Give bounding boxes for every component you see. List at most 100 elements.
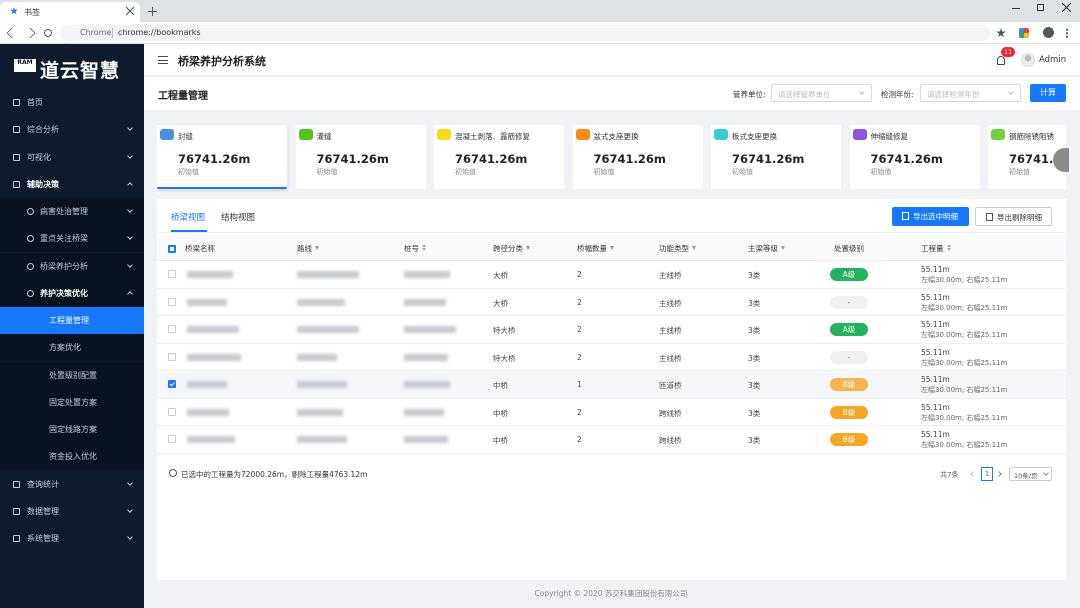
avatar[interactable] bbox=[1021, 53, 1035, 67]
select-year[interactable]: 请选择检测年份 bbox=[920, 84, 1021, 102]
table-row[interactable]: 中桥 1 匝道桥 3类 B级 55.11m 左幅30.00m; 右幅25.11m bbox=[157, 371, 1066, 399]
stat-card[interactable]: 板式支座更换 76741.26m 初始值 bbox=[711, 125, 841, 189]
tab-close[interactable] bbox=[126, 7, 134, 15]
row-checkbox[interactable] bbox=[168, 352, 176, 361]
menu-item[interactable]: 固定线路方案 bbox=[0, 416, 144, 443]
menu-label: 系统管理 bbox=[27, 534, 59, 543]
chevron-icon bbox=[859, 89, 865, 95]
table-row[interactable]: 特大桥 2 主线桥 3类 - 55.11m 左幅30.00m; 右幅25.11m bbox=[157, 344, 1066, 371]
logo-text: 道云智慧 bbox=[40, 60, 121, 82]
menu-item[interactable]: 方案优化 bbox=[0, 334, 144, 362]
menu-item[interactable]: 查询统计 bbox=[0, 471, 144, 498]
view-tab[interactable]: 桥梁视图 bbox=[171, 213, 206, 223]
card-icon bbox=[437, 129, 451, 140]
table-row[interactable]: 特大桥 2 主线桥 3类 A级 55.11m 左幅30.00m; 右幅25.11m bbox=[157, 316, 1066, 344]
menu-item[interactable]: 数据管理 bbox=[0, 498, 144, 525]
level-tag[interactable]: A级 bbox=[830, 323, 868, 336]
column-header[interactable]: 功能类型 bbox=[659, 243, 696, 254]
menu-item[interactable]: 资金投入优化 bbox=[0, 443, 144, 471]
copyright: Copyright © 2020 苏交科集团股份有限公司 bbox=[534, 589, 688, 598]
omnibox-url: chrome://bookmarks bbox=[118, 28, 201, 37]
card-value: 76741.26m bbox=[732, 152, 805, 166]
select-unit[interactable]: 请选择管养单位 bbox=[771, 84, 872, 102]
bell-icon[interactable] bbox=[997, 56, 1005, 65]
row-checkbox[interactable] bbox=[168, 270, 176, 278]
row-checkbox[interactable] bbox=[168, 380, 176, 388]
row-checkbox[interactable] bbox=[168, 435, 176, 443]
level-tag[interactable]: B级 bbox=[830, 433, 868, 446]
page-prev[interactable] bbox=[970, 471, 976, 477]
extension-icon[interactable] bbox=[1019, 28, 1029, 38]
nav-reload[interactable] bbox=[44, 29, 52, 37]
table-row[interactable]: 大桥 2 主线桥 3类 - 55.11m 左幅30.00m; 右幅25.11m bbox=[157, 289, 1066, 316]
stat-card[interactable]: 灌缝 76741.26m 初始值 bbox=[295, 125, 426, 189]
card-caption: 初始值 bbox=[316, 168, 338, 176]
row-checkbox[interactable] bbox=[168, 407, 176, 416]
column-header[interactable]: 桥幅数量 bbox=[577, 243, 614, 254]
menu-item[interactable]: 重点关注桥梁 bbox=[0, 225, 144, 253]
cell-text: 1 bbox=[577, 380, 582, 389]
menu-label: 辅助决策 bbox=[27, 179, 59, 189]
card-scroll-button[interactable] bbox=[1053, 148, 1069, 172]
new-tab-button[interactable] bbox=[148, 7, 157, 16]
page-size-select[interactable]: 10条/页 bbox=[1009, 467, 1052, 481]
profile-icon[interactable] bbox=[1043, 27, 1054, 38]
menu-item[interactable]: 首页 bbox=[0, 89, 144, 116]
menu-item[interactable]: 处置级别配置 bbox=[0, 361, 144, 389]
omnibox[interactable]: Chrome chrome://bookmarks bbox=[60, 25, 990, 41]
stat-card[interactable]: 盆式支座更换 76741.26m 初始值 bbox=[572, 125, 703, 189]
menu-item[interactable]: 固定处置方案 bbox=[0, 388, 144, 416]
cell-detail: 左幅30.00m; 右幅25.11m bbox=[921, 413, 1008, 422]
compute-button[interactable]: 计算 bbox=[1030, 84, 1066, 102]
export-button[interactable]: 导出剔除明细 bbox=[975, 207, 1052, 226]
level-tag[interactable]: B级 bbox=[830, 405, 868, 419]
menu-item[interactable]: 辅助决策 bbox=[0, 171, 144, 198]
menu-item[interactable]: 养护决策优化 bbox=[0, 279, 144, 307]
cell-text: 3类 bbox=[748, 271, 761, 280]
browser-tab[interactable]: 书签 bbox=[0, 2, 140, 22]
window-maximize[interactable] bbox=[1037, 4, 1044, 11]
window-minimize[interactable] bbox=[1012, 8, 1020, 9]
menu-item[interactable]: 系统管理 bbox=[0, 525, 144, 552]
menu-item[interactable]: 工程量管理 bbox=[0, 307, 144, 334]
export-button[interactable]: 导出选中明细 bbox=[892, 207, 969, 226]
table-row[interactable]: 中桥 2 跨线桥 3类 B级 55.11m 左幅30.00m; 右幅25.11m bbox=[157, 399, 1066, 426]
stat-card[interactable]: 混凝土剥落、露筋修复 76741.26m 初始值 bbox=[434, 125, 564, 189]
omnibox-prefix: Chrome bbox=[80, 28, 112, 37]
level-tag[interactable]: - bbox=[830, 350, 868, 364]
menu-toggle[interactable] bbox=[158, 56, 168, 64]
blurred-text bbox=[187, 353, 241, 361]
stat-card[interactable]: 伸缩缝修复 76741.26m 初始值 bbox=[849, 125, 980, 189]
column-header[interactable]: 桩号 bbox=[404, 243, 427, 254]
view-tab[interactable]: 结构视图 bbox=[221, 213, 256, 223]
window-close[interactable] bbox=[1062, 3, 1071, 12]
table-row[interactable]: 大桥 2 主线桥 3类 A级 55.11m 左幅30.00m; 右幅25.11m bbox=[157, 261, 1066, 289]
page-current[interactable]: 1 bbox=[981, 467, 993, 481]
row-checkbox[interactable] bbox=[168, 325, 176, 333]
table-row[interactable]: 中桥 2 跨线桥 3类 B级 55.11m 左幅30.00m; 右幅25.11m bbox=[157, 426, 1066, 454]
menu-label: 首页 bbox=[27, 98, 43, 107]
column-header[interactable]: 工程量 bbox=[921, 243, 952, 254]
row-checkbox[interactable] bbox=[168, 297, 176, 306]
menu-icon bbox=[27, 289, 34, 297]
level-tag[interactable]: B级 bbox=[830, 378, 868, 391]
menu-item[interactable]: 桥梁养护分析 bbox=[0, 252, 144, 280]
cell-detail: 左幅30.00m; 右幅25.11m bbox=[921, 358, 1008, 367]
header-label: 桥幅数量 bbox=[577, 244, 607, 253]
level-tag[interactable]: - bbox=[830, 295, 868, 309]
column-header[interactable]: 主梁等级 bbox=[748, 243, 785, 254]
header-checkbox[interactable] bbox=[168, 245, 176, 253]
column-header[interactable]: 跨径分类 bbox=[493, 243, 530, 254]
menu-item[interactable]: 病害处治管理 bbox=[0, 198, 144, 225]
cell-text: 55.11m bbox=[921, 402, 950, 412]
browser-menu[interactable] bbox=[1066, 28, 1068, 38]
menu-item[interactable]: 综合分析 bbox=[0, 116, 144, 143]
menu-item[interactable]: 可视化 bbox=[0, 144, 144, 171]
page-next[interactable] bbox=[996, 471, 1002, 477]
card-value: 76741.26m bbox=[455, 152, 528, 166]
column-header[interactable]: 路线 bbox=[297, 243, 319, 254]
user-name[interactable]: Admin bbox=[1039, 55, 1067, 65]
stat-card[interactable]: 封缝 76741.26m 初始值 bbox=[157, 125, 287, 189]
cell-text: 3类 bbox=[748, 408, 761, 418]
level-tag[interactable]: A级 bbox=[830, 268, 868, 281]
